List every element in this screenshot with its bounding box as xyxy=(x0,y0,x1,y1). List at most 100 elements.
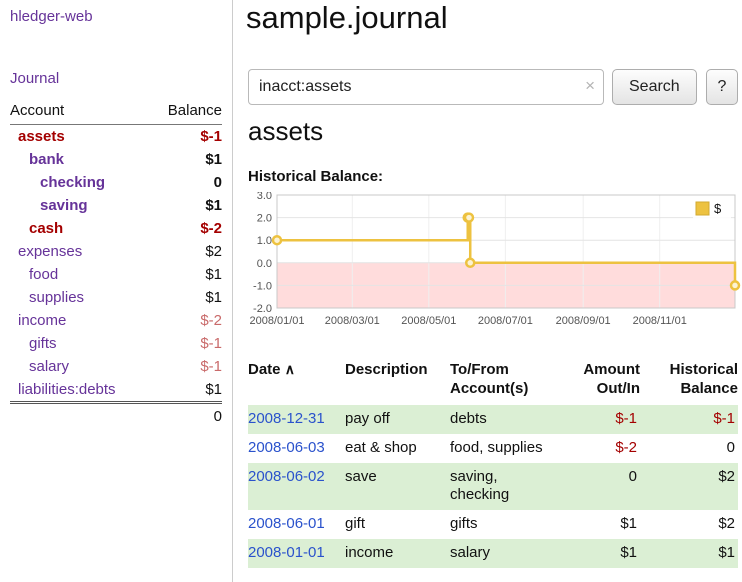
account-row: gifts $-1 xyxy=(10,332,222,355)
account-row: bank $1 xyxy=(10,148,222,171)
account-link[interactable]: food xyxy=(29,266,59,283)
register-balance: $2 xyxy=(718,468,735,485)
account-balance: $1 xyxy=(205,381,222,398)
account-row: salary $-1 xyxy=(10,355,222,378)
help-button[interactable]: ? xyxy=(706,69,738,105)
account-balance: 0 xyxy=(213,174,222,191)
account-balance: $2 xyxy=(205,243,222,260)
register-accounts: gifts xyxy=(450,515,478,532)
register-amount: $-2 xyxy=(615,439,637,456)
transaction-date-link[interactable]: 2008-06-02 xyxy=(248,468,325,485)
sidebar: hledger-web Journal Account Balance asse… xyxy=(0,0,233,582)
account-balance: $1 xyxy=(205,266,222,283)
register-row: 2008-06-03 eat & shop food, supplies $-2 0 xyxy=(248,434,738,463)
account-link[interactable]: expenses xyxy=(18,243,83,260)
page-title: sample.journal xyxy=(246,0,448,35)
clear-search-icon[interactable]: × xyxy=(585,76,595,95)
data-point-marker xyxy=(271,234,283,246)
transaction-date-link[interactable]: 2008-06-01 xyxy=(248,515,325,532)
account-total-row: 0 xyxy=(10,401,222,428)
account-balance: $-1 xyxy=(200,128,222,145)
sort-ascending-icon: ∧ xyxy=(284,361,295,377)
register-amount: $1 xyxy=(620,544,637,561)
account-link[interactable]: saving xyxy=(40,197,88,214)
svg-text:1.0: 1.0 xyxy=(257,235,272,247)
date-header-label: Date xyxy=(248,361,281,378)
svg-text:2008/01/01: 2008/01/01 xyxy=(249,315,304,327)
account-link[interactable]: income xyxy=(18,312,67,329)
column-header-description: Description xyxy=(345,361,428,378)
account-link[interactable]: bank xyxy=(29,151,65,168)
account-balance: $1 xyxy=(205,151,222,168)
column-header-balance: Historical Balance xyxy=(669,361,738,397)
sidebar-item-journal[interactable]: Journal xyxy=(10,70,60,87)
account-link[interactable]: salary xyxy=(29,358,70,375)
register-description: gift xyxy=(345,515,366,532)
svg-text:-1.0: -1.0 xyxy=(253,280,272,292)
historical-balance-chart: 3.0 2.0 1.0 0.0 -1.0 -2.0 2008/01/01 2008/03/01… xyxy=(248,190,742,342)
account-column-header: Account xyxy=(10,100,151,125)
legend-swatch-icon xyxy=(695,201,710,216)
balance-column-header: Balance xyxy=(150,100,222,125)
search-button[interactable]: Search xyxy=(612,69,697,105)
account-row: expenses $2 xyxy=(10,240,222,263)
register-header-row: Date ∧ Description To/From Account(s) Am… xyxy=(248,360,738,405)
account-link[interactable]: checking xyxy=(40,174,106,191)
legend-label: $ xyxy=(714,201,722,216)
account-balance: $1 xyxy=(205,289,222,306)
register-row: 2008-01-01 income salary $1 $1 xyxy=(248,539,738,568)
account-balance: $-1 xyxy=(200,358,222,375)
search-box: × xyxy=(248,69,604,105)
svg-text:3.0: 3.0 xyxy=(257,192,272,202)
register-accounts: salary xyxy=(450,544,491,561)
svg-text:0.0: 0.0 xyxy=(257,258,272,270)
register-description: pay off xyxy=(345,410,390,427)
register-body: 2008-12-31 pay off debts $-1 $-1 2008-06-03 ea… xyxy=(248,405,738,568)
account-balance: $-1 xyxy=(200,335,222,352)
account-balance: $-2 xyxy=(200,312,222,329)
account-row: supplies $1 xyxy=(10,286,222,309)
account-link[interactable]: assets xyxy=(18,128,65,145)
data-point-marker xyxy=(464,257,476,269)
svg-text:2008/11/01: 2008/11/01 xyxy=(633,315,687,327)
account-link[interactable]: liabilities:debts xyxy=(18,381,116,398)
svg-text:2008/09/01: 2008/09/01 xyxy=(556,315,611,327)
svg-text:2008/07/01: 2008/07/01 xyxy=(478,315,533,327)
register-balance: 0 xyxy=(726,439,735,456)
account-row: checking 0 xyxy=(10,171,222,194)
register-row: 2008-06-01 gift gifts $1 $2 xyxy=(248,510,738,539)
account-row: saving $1 xyxy=(10,194,222,217)
account-link[interactable]: supplies xyxy=(29,289,85,306)
transaction-date-link[interactable]: 2008-12-31 xyxy=(248,410,325,427)
account-row: income $-2 xyxy=(10,309,222,332)
account-row: cash $-2 xyxy=(10,217,222,240)
account-tree-body: assets $-1 bank $1 checking 0 saving $1 cash $-2 e… xyxy=(10,125,222,403)
account-row: food $1 xyxy=(10,263,222,286)
register-accounts: debts xyxy=(450,410,487,427)
data-point-marker xyxy=(463,212,475,223)
data-point-marker xyxy=(729,280,741,291)
transaction-date-link[interactable]: 2008-06-03 xyxy=(248,439,325,456)
account-balance: $-2 xyxy=(200,220,222,237)
transaction-date-link[interactable]: 2008-01-01 xyxy=(248,544,325,561)
account-total-value: 0 xyxy=(10,401,222,428)
account-link[interactable]: cash xyxy=(29,220,64,237)
svg-text:2.0: 2.0 xyxy=(257,213,272,225)
register-amount: 0 xyxy=(628,468,637,485)
register-description: eat & shop xyxy=(345,439,417,456)
svg-text:2008/05/01: 2008/05/01 xyxy=(401,315,456,327)
register-amount: $-1 xyxy=(615,410,637,427)
account-link[interactable]: gifts xyxy=(29,335,57,352)
app-title-link[interactable]: hledger-web xyxy=(10,8,93,25)
register-accounts: food, supplies xyxy=(450,439,543,456)
register-row: 2008-12-31 pay off debts $-1 $-1 xyxy=(248,405,738,434)
search-input[interactable] xyxy=(248,69,604,105)
chart-title: Historical Balance: xyxy=(248,168,384,185)
register-accounts: saving, checking xyxy=(450,468,510,503)
account-row: liabilities:debts $1 xyxy=(10,378,222,403)
register-description: income xyxy=(345,544,394,561)
account-tree: Account Balance assets $-1 bank $1 checking 0… xyxy=(10,100,222,428)
column-header-date[interactable]: Date ∧ xyxy=(248,360,345,405)
